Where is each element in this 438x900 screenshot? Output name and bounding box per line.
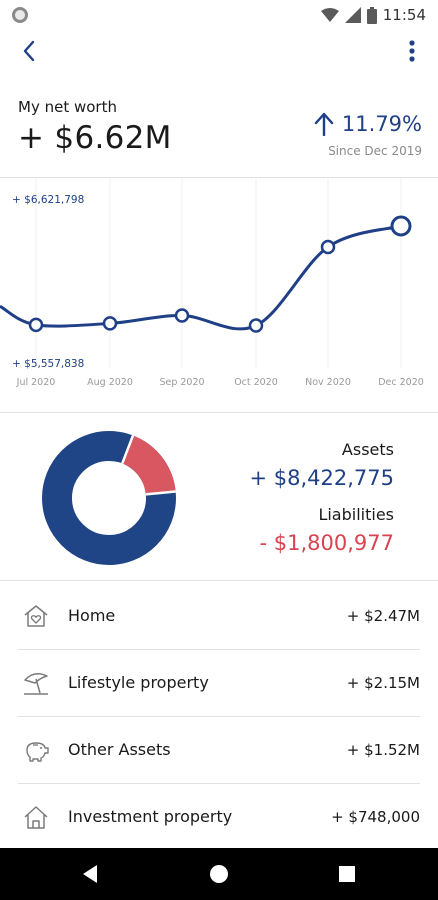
liabilities-value: - $1,800,977 bbox=[259, 531, 395, 555]
system-nav-bar bbox=[0, 848, 438, 900]
back-button[interactable] bbox=[14, 36, 44, 66]
piggy-bank-icon bbox=[26, 742, 49, 762]
divider bbox=[0, 580, 438, 581]
back-triangle-icon[interactable] bbox=[79, 862, 103, 886]
y-max-label: + $6,621,798 bbox=[12, 194, 84, 206]
data-point[interactable] bbox=[28, 317, 44, 333]
series-line bbox=[0, 224, 402, 331]
recents-square-icon[interactable] bbox=[335, 862, 359, 886]
x-tick-label: Sep 2020 bbox=[159, 377, 204, 388]
x-tick-label: Aug 2020 bbox=[87, 377, 133, 388]
net-worth-change-percent: 11.79% bbox=[341, 112, 422, 136]
data-point[interactable] bbox=[174, 308, 190, 323]
wifi-icon bbox=[320, 8, 339, 22]
list-item-label: Investment property bbox=[68, 807, 233, 826]
data-point[interactable] bbox=[390, 215, 412, 237]
net-worth-section: My net worth + $6.62M 11.79% Since Dec 2… bbox=[0, 92, 438, 178]
donut-separator bbox=[121, 435, 135, 464]
notification-icon bbox=[12, 7, 28, 23]
data-point[interactable] bbox=[102, 316, 118, 331]
x-tick-label: Nov 2020 bbox=[305, 377, 351, 388]
donut-chart bbox=[42, 430, 176, 565]
asset-category-list: Home + $2.47M Lifestyle property + $2.15… bbox=[18, 583, 420, 851]
list-item-value: + $2.47M bbox=[346, 607, 420, 625]
house-icon bbox=[24, 806, 48, 829]
list-item-label: Other Assets bbox=[68, 740, 171, 759]
more-vertical-icon bbox=[409, 40, 415, 62]
net-worth-value: + $6.62M bbox=[18, 120, 172, 156]
data-point[interactable] bbox=[248, 318, 264, 333]
list-item-value: + $2.15M bbox=[346, 674, 420, 692]
divider bbox=[0, 412, 438, 413]
net-worth-change: 11.79% bbox=[314, 112, 422, 136]
x-tick-label: Jul 2020 bbox=[16, 377, 56, 388]
more-options-button[interactable] bbox=[400, 36, 424, 66]
list-item-label: Lifestyle property bbox=[68, 673, 209, 692]
app-bar bbox=[0, 30, 438, 78]
net-worth-label: My net worth bbox=[18, 98, 117, 116]
data-point[interactable] bbox=[320, 239, 336, 255]
y-min-label: + $5,557,838 bbox=[12, 358, 84, 370]
list-item-value: + $748,000 bbox=[331, 808, 420, 826]
arrow-up-icon bbox=[314, 112, 334, 136]
list-item-home[interactable]: Home + $2.47M bbox=[18, 583, 420, 650]
x-tick-label: Oct 2020 bbox=[234, 377, 278, 388]
list-item-value: + $1.52M bbox=[346, 741, 420, 759]
donut-slice-assets bbox=[42, 431, 176, 565]
net-worth-since: Since Dec 2019 bbox=[328, 144, 422, 158]
assets-label: Assets bbox=[341, 440, 394, 459]
summary-section: Assets + $8,422,775 Liabilities - $1,800… bbox=[0, 412, 438, 580]
list-item-other-assets[interactable]: Other Assets + $1.52M bbox=[18, 717, 420, 784]
list-item-label: Home bbox=[68, 606, 116, 625]
list-item-lifestyle-property[interactable]: Lifestyle property + $2.15M bbox=[18, 650, 420, 717]
liabilities-label: Liabilities bbox=[318, 505, 394, 524]
battery-icon bbox=[366, 6, 377, 24]
status-bar: 11:54 bbox=[0, 0, 438, 30]
beach-umbrella-icon bbox=[24, 673, 48, 695]
status-time: 11:54 bbox=[382, 6, 426, 24]
net-worth-chart[interactable]: + $6,621,798 + $5,557,838 Jul 2020 Aug 2020… bbox=[0, 178, 438, 412]
x-tick-label: Dec 2020 bbox=[378, 377, 424, 388]
line-chart: + $6,621,798 + $5,557,838 Jul 2020 Aug 2020… bbox=[0, 178, 424, 388]
signal-icon bbox=[344, 7, 361, 23]
donut-separator bbox=[145, 490, 176, 496]
divider bbox=[0, 177, 438, 178]
home-circle-icon[interactable] bbox=[207, 862, 231, 886]
assets-value: + $8,422,775 bbox=[249, 466, 394, 490]
back-arrow-icon bbox=[23, 40, 35, 62]
list-item-investment-property[interactable]: Investment property + $748,000 bbox=[18, 784, 420, 851]
home-heart-icon bbox=[24, 605, 48, 627]
